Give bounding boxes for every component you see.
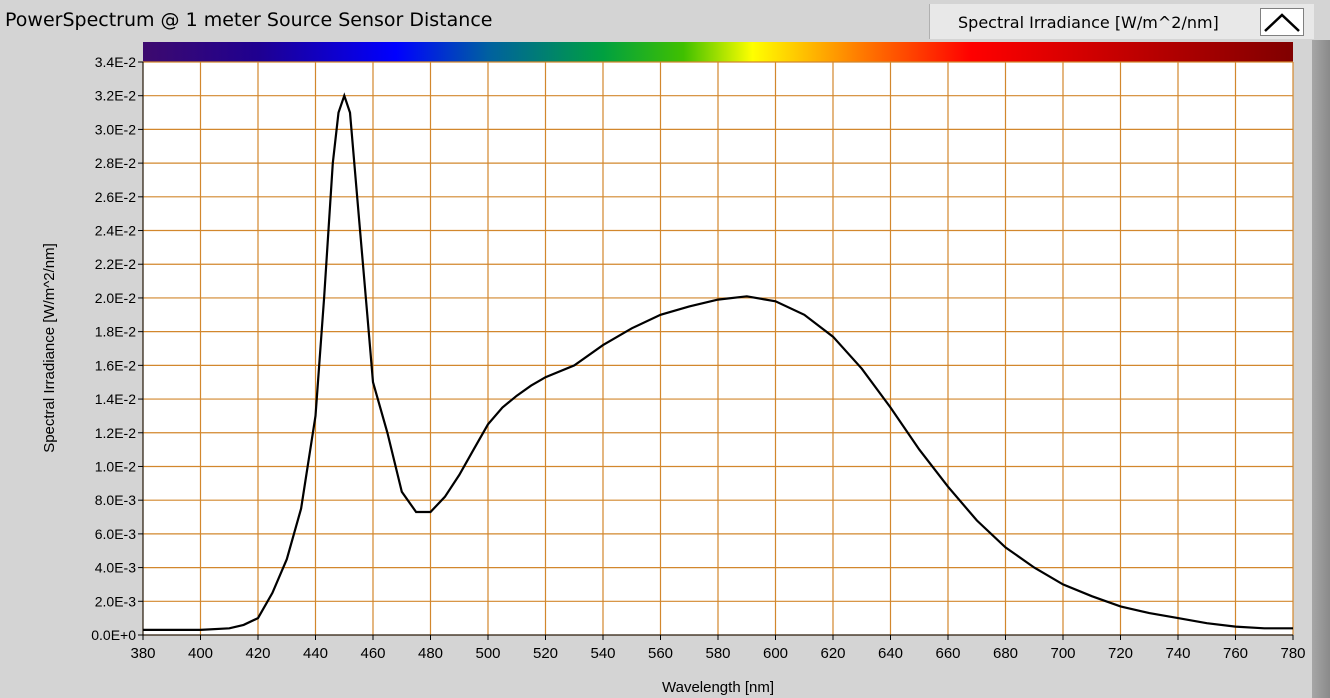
grid-lines	[142, 61, 1294, 636]
x-tick-label: 500	[475, 645, 500, 662]
x-tick-label: 420	[245, 645, 270, 662]
graph-title: PowerSpectrum @ 1 meter Source Sensor Di…	[5, 9, 493, 31]
y-tick-label: 2.0E-2	[95, 290, 136, 306]
y-tick-label: 2.6E-2	[95, 189, 136, 205]
x-tick-label: 720	[1108, 645, 1133, 662]
x-tick-label: 480	[418, 645, 443, 662]
x-tick-label: 700	[1050, 645, 1075, 662]
y-axis: 0.0E+0 2.0E-3 4.0E-3 6.0E-3 8.0E-3 1.0E-2 1.2E…	[91, 54, 144, 643]
y-tick-label: 1.8E-2	[95, 324, 136, 340]
x-tick-label: 740	[1165, 645, 1190, 662]
y-tick-label: 1.0E-2	[95, 458, 136, 474]
y-tick-label: 0.0E+0	[91, 627, 136, 643]
y-tick-label: 1.6E-2	[95, 357, 136, 373]
spectrum-series-line	[143, 92, 1293, 631]
x-tick-label: 380	[130, 645, 155, 662]
vertical-scrollbar[interactable]	[1312, 40, 1330, 698]
plot-legend[interactable]: Spectral Irradiance [W/m^2/nm]	[929, 4, 1314, 39]
x-axis: 380 400 420 440 460 480 500 520 540 560 580 600 620 6…	[130, 634, 1306, 662]
y-tick-label: 1.4E-2	[95, 391, 136, 407]
x-tick-label: 520	[533, 645, 558, 662]
x-tick-label: 400	[188, 645, 213, 662]
y-tick-label: 2.4E-2	[95, 223, 136, 239]
x-tick-label: 440	[303, 645, 328, 662]
x-tick-label: 620	[820, 645, 845, 662]
y-tick-label: 2.0E-3	[95, 593, 136, 609]
line-plot-icon[interactable]	[1260, 8, 1304, 36]
y-tick-label: 1.2E-2	[95, 425, 136, 441]
x-tick-label: 640	[878, 645, 903, 662]
y-tick-label: 3.2E-2	[95, 88, 136, 104]
x-tick-label: 460	[360, 645, 385, 662]
x-tick-label: 560	[648, 645, 673, 662]
y-tick-label: 8.0E-3	[95, 492, 136, 508]
x-tick-label: 780	[1280, 645, 1305, 662]
x-tick-label: 760	[1223, 645, 1248, 662]
y-tick-label: 3.4E-2	[95, 54, 136, 70]
x-tick-label: 540	[590, 645, 615, 662]
x-tick-label: 580	[705, 645, 730, 662]
legend-label: Spectral Irradiance [W/m^2/nm]	[958, 13, 1219, 32]
y-tick-label: 2.8E-2	[95, 155, 136, 171]
y-tick-label: 3.0E-2	[95, 121, 136, 137]
y-tick-label: 6.0E-3	[95, 526, 136, 542]
y-tick-label: 4.0E-3	[95, 560, 136, 576]
y-tick-label: 2.2E-2	[95, 256, 136, 272]
x-tick-label: 660	[935, 645, 960, 662]
x-tick-label: 680	[993, 645, 1018, 662]
visible-spectrum-bar	[143, 42, 1293, 62]
x-axis-label: Wavelength [nm]	[662, 679, 774, 696]
y-axis-label: Spectral Irradiance [W/m^2/nm]	[41, 243, 58, 453]
x-tick-label: 600	[763, 645, 788, 662]
